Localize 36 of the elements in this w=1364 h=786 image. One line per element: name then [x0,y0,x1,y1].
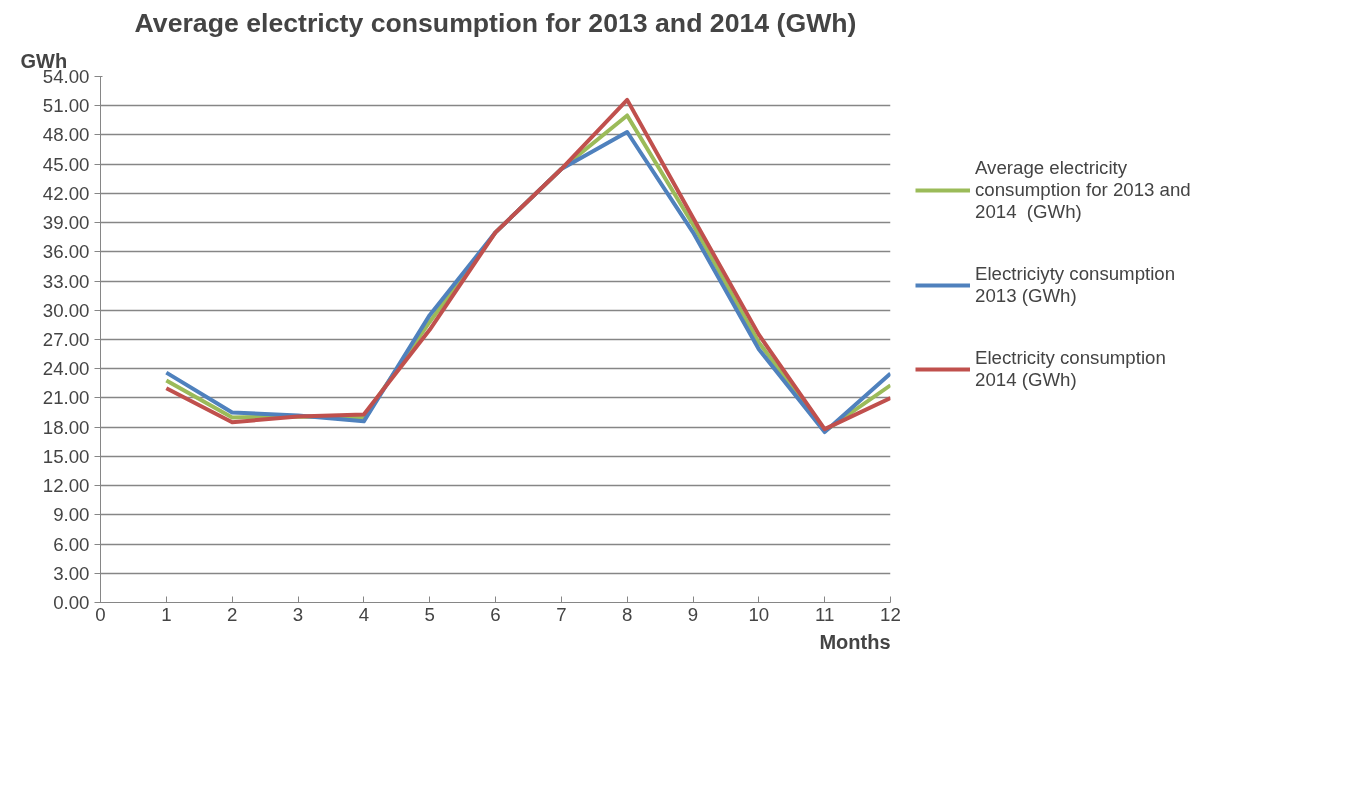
y-tick-label: 48.00 [42,124,90,146]
y-tick-label: 45.00 [42,153,90,175]
legend-label: Electriciyty consumption 2013 (GWh) [975,262,1176,307]
x-tick-label: 7 [556,603,567,625]
x-tick-label: 4 [358,603,370,625]
x-tick-label: 0 [95,603,106,625]
y-tick-label: 9.00 [53,504,90,526]
y-tick-label: 27.00 [42,329,90,350]
y-tick-label: 0.00 [53,592,90,613]
x-tick-label: 3 [292,603,304,625]
x-tick-label: 12 [880,603,901,625]
x-axis-title: Months [819,630,891,653]
y-tick-label: 33.00 [42,270,90,292]
y-tick-label: 36.00 [42,241,90,263]
y-tick-label: 21.00 [42,387,90,409]
x-tick-label: 11 [814,603,835,625]
x-tick-label: 8 [621,603,633,625]
legend-label: Average electricity consumption for 2013 and 2014 (GWh) [975,156,1191,223]
y-tick-label: 30.00 [42,299,90,321]
chart-title: Average electricty consumption for 2013 and 2014 (GWh) [134,7,857,38]
x-tick-label: 2 [226,603,238,625]
y-tick-label: 51.00 [42,95,90,117]
y-tick-label: 24.00 [42,358,90,380]
x-tick-label: 6 [490,603,501,625]
y-tick-label: 42.00 [42,182,90,204]
y-tick-label: 18.00 [42,416,90,438]
y-tick-label: 15.00 [42,445,90,467]
x-tick-label: 9 [687,603,699,625]
y-tick-label: 39.00 [42,212,90,234]
x-tick-label: 5 [424,603,435,625]
y-tick-label: 12.00 [42,475,90,497]
x-tick-label: 10 [748,603,770,625]
y-tick-label: 3.00 [53,562,90,584]
x-tick-label: 1 [161,603,172,625]
y-tick-label: 6.00 [53,533,90,555]
legend-label: Electricity consumption 2014 (GWh) [975,346,1166,391]
